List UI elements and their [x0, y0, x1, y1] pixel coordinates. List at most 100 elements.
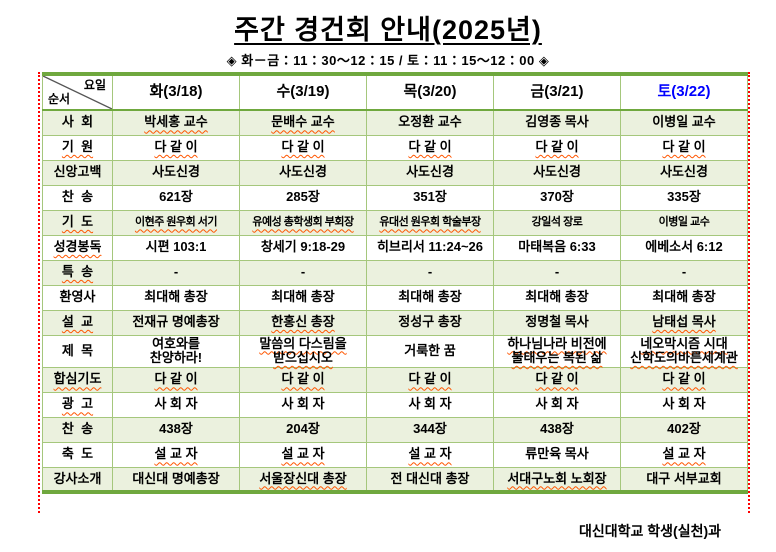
- corner-cell[interactable]: 요일 순서: [42, 73, 113, 111]
- cell[interactable]: 최대해 총장: [112, 284, 240, 311]
- cell[interactable]: 다 같 이: [366, 366, 494, 393]
- cell[interactable]: 이현주 원우회 서기: [112, 209, 240, 236]
- cell[interactable]: 네오막시즘 시대 신학도의바른세계관: [620, 334, 748, 368]
- cell[interactable]: 370장: [493, 184, 621, 211]
- cell[interactable]: -: [620, 259, 748, 286]
- cell[interactable]: 335장: [620, 184, 748, 211]
- cell[interactable]: 621장: [112, 184, 240, 211]
- cell[interactable]: -: [493, 259, 621, 286]
- cell[interactable]: 서울장신대 총장: [239, 466, 367, 493]
- column-header-4[interactable]: 금(3/21): [493, 73, 621, 111]
- cell[interactable]: 거룩한 꿈: [366, 334, 494, 368]
- row-label[interactable]: 환영사: [42, 284, 113, 311]
- cell[interactable]: 에베소서 6:12: [620, 234, 748, 261]
- cell[interactable]: 사 회 자: [239, 391, 367, 418]
- row-label[interactable]: 찬 송: [42, 184, 113, 211]
- cell[interactable]: 한홍신 총장: [239, 309, 367, 336]
- cell[interactable]: 대신대 명예총장: [112, 466, 240, 493]
- cell-text: 설 교 자: [408, 446, 452, 462]
- cell[interactable]: 설 교 자: [239, 441, 367, 468]
- cell[interactable]: 류만육 목사: [493, 441, 621, 468]
- cell[interactable]: 이병일 교수: [620, 209, 748, 236]
- cell[interactable]: 설 교 자: [112, 441, 240, 468]
- cell[interactable]: 사 회 자: [366, 391, 494, 418]
- cell[interactable]: 다 같 이: [620, 134, 748, 161]
- cell[interactable]: 정명철 목사: [493, 309, 621, 336]
- cell[interactable]: -: [112, 259, 240, 286]
- row-label[interactable]: 제 목: [42, 334, 113, 368]
- row-label[interactable]: 강사소개: [42, 466, 113, 493]
- cell[interactable]: 설 교 자: [366, 441, 494, 468]
- cell[interactable]: 창세기 9:18-29: [239, 234, 367, 261]
- cell[interactable]: 정성구 총장: [366, 309, 494, 336]
- cell[interactable]: 다 같 이: [366, 134, 494, 161]
- column-header-1[interactable]: 화(3/18): [112, 73, 240, 111]
- row-label[interactable]: 성경봉독: [42, 234, 113, 261]
- cell[interactable]: 다 같 이: [493, 134, 621, 161]
- column-header-3[interactable]: 목(3/20): [366, 73, 494, 111]
- cell[interactable]: 강일석 장로: [493, 209, 621, 236]
- cell[interactable]: 285장: [239, 184, 367, 211]
- cell[interactable]: 최대해 총장: [366, 284, 494, 311]
- cell[interactable]: 이병일 교수: [620, 109, 748, 136]
- cell[interactable]: 문배수 교수: [239, 109, 367, 136]
- row-label[interactable]: 합심기도: [42, 366, 113, 393]
- cell[interactable]: 438장: [493, 416, 621, 443]
- cell[interactable]: 하나님나라 비전에 불태우는 복된 삶: [493, 334, 621, 368]
- cell[interactable]: 유예성 총학생회 부회장: [239, 209, 367, 236]
- row-label[interactable]: 찬 송: [42, 416, 113, 443]
- cell[interactable]: 서대구노회 노회장: [493, 466, 621, 493]
- cell[interactable]: -: [239, 259, 367, 286]
- cell[interactable]: 전 대신대 총장: [366, 466, 494, 493]
- cell-text: 유대선 원우회 학술부장: [379, 216, 481, 229]
- cell[interactable]: 204장: [239, 416, 367, 443]
- cell[interactable]: 여호와를 찬양하라!: [112, 334, 240, 368]
- row-label[interactable]: 신앙고백: [42, 159, 113, 186]
- cell[interactable]: 다 같 이: [112, 134, 240, 161]
- column-header-2[interactable]: 수(3/19): [239, 73, 367, 111]
- cell[interactable]: 유대선 원우회 학술부장: [366, 209, 494, 236]
- row-label[interactable]: 사 회: [42, 109, 113, 136]
- row-label[interactable]: 광 고: [42, 391, 113, 418]
- cell[interactable]: 히브리서 11:24~26: [366, 234, 494, 261]
- row-label[interactable]: 축 도: [42, 441, 113, 468]
- cell[interactable]: 다 같 이: [620, 366, 748, 393]
- cell[interactable]: 최대해 총장: [239, 284, 367, 311]
- cell[interactable]: 대구 서부교회: [620, 466, 748, 493]
- cell[interactable]: 다 같 이: [239, 134, 367, 161]
- cell[interactable]: 다 같 이: [112, 366, 240, 393]
- cell[interactable]: 344장: [366, 416, 494, 443]
- column-header-5[interactable]: 토(3/22): [620, 73, 748, 111]
- cell[interactable]: 351장: [366, 184, 494, 211]
- cell-text: 최대해 총장: [271, 289, 335, 305]
- cell[interactable]: 전재규 명예총장: [112, 309, 240, 336]
- cell[interactable]: 최대해 총장: [493, 284, 621, 311]
- cell[interactable]: 사 회 자: [493, 391, 621, 418]
- cell[interactable]: 사 회 자: [112, 391, 240, 418]
- cell[interactable]: 마태복음 6:33: [493, 234, 621, 261]
- row-label[interactable]: 설 교: [42, 309, 113, 336]
- cell[interactable]: 사도신경: [239, 159, 367, 186]
- cell[interactable]: 402장: [620, 416, 748, 443]
- row-label-text: 강사소개: [53, 470, 102, 486]
- cell[interactable]: 남태섭 목사: [620, 309, 748, 336]
- cell[interactable]: 사도신경: [493, 159, 621, 186]
- cell[interactable]: 시편 103:1: [112, 234, 240, 261]
- cell[interactable]: 사 회 자: [620, 391, 748, 418]
- cell[interactable]: 다 같 이: [493, 366, 621, 393]
- cell[interactable]: 사도신경: [620, 159, 748, 186]
- cell[interactable]: 사도신경: [112, 159, 240, 186]
- cell[interactable]: 김영종 목사: [493, 109, 621, 136]
- cell[interactable]: -: [366, 259, 494, 286]
- cell[interactable]: 최대해 총장: [620, 284, 748, 311]
- cell[interactable]: 오정환 교수: [366, 109, 494, 136]
- cell[interactable]: 다 같 이: [239, 366, 367, 393]
- row-label[interactable]: 기 도: [42, 209, 113, 236]
- row-label[interactable]: 특 송: [42, 259, 113, 286]
- cell[interactable]: 438장: [112, 416, 240, 443]
- row-label[interactable]: 기 원: [42, 134, 113, 161]
- cell[interactable]: 박세홍 교수: [112, 109, 240, 136]
- cell[interactable]: 말씀의 다스림을 받으십시오: [239, 334, 367, 368]
- cell[interactable]: 사도신경: [366, 159, 494, 186]
- cell[interactable]: 설 교 자: [620, 441, 748, 468]
